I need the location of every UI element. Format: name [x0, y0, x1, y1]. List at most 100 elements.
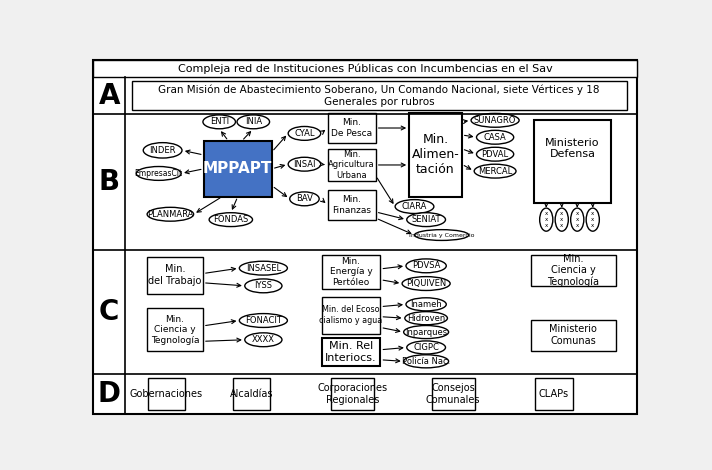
Text: Compleja red de Instituciones Públicas con Incumbencias en el Sav: Compleja red de Instituciones Públicas c…	[177, 63, 553, 74]
Text: INSAI: INSAI	[293, 160, 315, 169]
Text: Min. del Ecoso
cialismo y agua: Min. del Ecoso cialismo y agua	[319, 306, 382, 325]
Bar	[322, 297, 380, 334]
Text: D: D	[98, 380, 120, 408]
Text: INIA: INIA	[245, 118, 262, 126]
Ellipse shape	[474, 164, 516, 178]
Text: Policía Nac.: Policía Nac.	[402, 357, 450, 366]
Text: Inameh: Inameh	[410, 300, 442, 309]
Ellipse shape	[406, 259, 446, 273]
Ellipse shape	[570, 208, 584, 231]
Text: Industria y Comercio: Industria y Comercio	[409, 233, 474, 237]
Bar	[328, 149, 376, 181]
Ellipse shape	[147, 207, 194, 221]
Ellipse shape	[245, 279, 282, 293]
Bar	[530, 255, 616, 286]
Text: Min.
De Pesca: Min. De Pesca	[331, 118, 372, 138]
Ellipse shape	[406, 298, 446, 311]
Text: INDER: INDER	[150, 146, 176, 155]
Text: CLAPs: CLAPs	[539, 389, 569, 399]
Bar	[530, 320, 616, 351]
Ellipse shape	[476, 130, 513, 144]
Bar	[534, 119, 612, 203]
Bar	[322, 338, 380, 366]
Text: Hidroven: Hidroven	[407, 313, 445, 323]
Bar	[331, 378, 374, 410]
Text: Ministerio
Comunas: Ministerio Comunas	[550, 324, 597, 346]
Text: A: A	[98, 82, 120, 110]
Text: B: B	[98, 168, 120, 196]
Text: EmpresasCit: EmpresasCit	[135, 169, 183, 178]
Ellipse shape	[471, 113, 519, 127]
Bar	[147, 257, 203, 294]
Text: x
x
x: x x x	[545, 212, 548, 228]
Ellipse shape	[476, 147, 513, 161]
Bar	[148, 378, 185, 410]
Text: Corporaciones
Regionales: Corporaciones Regionales	[318, 383, 387, 405]
Text: FONDAS: FONDAS	[213, 215, 248, 224]
Text: Min.
Agricultura
Urbana: Min. Agricultura Urbana	[328, 150, 375, 180]
Ellipse shape	[239, 261, 288, 275]
Text: Min.
del Trabajo: Min. del Trabajo	[148, 264, 201, 286]
Text: Min.
Energía y
Pertóleo: Min. Energía y Pertóleo	[330, 257, 372, 287]
Text: SUNAGRO: SUNAGRO	[474, 116, 516, 125]
Text: CASA: CASA	[483, 133, 506, 142]
Text: MERCAL: MERCAL	[478, 167, 512, 176]
Text: x
x
x: x x x	[591, 212, 595, 228]
Text: MPPAPT: MPPAPT	[203, 161, 273, 176]
Ellipse shape	[540, 208, 553, 231]
Text: SENIAT: SENIAT	[412, 215, 441, 224]
Bar	[204, 141, 272, 196]
Ellipse shape	[402, 277, 450, 290]
Text: PLANMARA: PLANMARA	[147, 210, 194, 219]
Bar	[432, 378, 475, 410]
Text: Gran Misión de Abastecimiento Soberano, Un Comando Nacional, siete Vértices y 18: Gran Misión de Abastecimiento Soberano, …	[159, 85, 600, 107]
Ellipse shape	[136, 166, 182, 180]
Text: Min.
Ciencia y
Tegnología: Min. Ciencia y Tegnología	[151, 315, 199, 345]
Ellipse shape	[407, 341, 446, 354]
Text: x
x
x: x x x	[560, 212, 563, 228]
Ellipse shape	[203, 115, 236, 129]
Text: FONACIT: FONACIT	[245, 316, 282, 325]
Text: IYSS: IYSS	[254, 282, 273, 290]
Ellipse shape	[395, 200, 434, 213]
Text: PIQUIVEN: PIQUIVEN	[406, 279, 446, 288]
Text: INSASEL: INSASEL	[246, 264, 281, 273]
Text: CIARA: CIARA	[402, 202, 427, 211]
Ellipse shape	[245, 333, 282, 347]
Text: CIGPC: CIGPC	[413, 343, 439, 352]
Ellipse shape	[407, 213, 446, 227]
Text: Min.
Finanzas: Min. Finanzas	[333, 196, 371, 215]
Ellipse shape	[405, 312, 447, 325]
Bar	[233, 378, 271, 410]
Text: Alcaldías: Alcaldías	[230, 389, 273, 399]
Ellipse shape	[237, 115, 270, 129]
Text: Consejos
Comunales: Consejos Comunales	[426, 383, 481, 405]
Ellipse shape	[288, 126, 320, 141]
Ellipse shape	[586, 208, 600, 231]
Bar	[322, 255, 380, 289]
Text: ENTI: ENTI	[209, 118, 229, 126]
Ellipse shape	[288, 157, 320, 171]
Bar	[328, 113, 376, 142]
Bar	[328, 190, 376, 219]
Text: CYAL: CYAL	[294, 129, 315, 138]
Text: Min. Rel
Interiocs.: Min. Rel Interiocs.	[325, 341, 377, 363]
Text: Ministerio
Defensa: Ministerio Defensa	[545, 138, 600, 159]
Ellipse shape	[209, 213, 253, 227]
Ellipse shape	[404, 326, 449, 338]
Bar	[93, 60, 637, 77]
Ellipse shape	[414, 230, 468, 241]
Bar	[409, 113, 462, 196]
Ellipse shape	[143, 142, 182, 158]
Text: BAV: BAV	[296, 195, 313, 204]
Bar	[147, 308, 203, 351]
Ellipse shape	[290, 192, 319, 206]
Text: x
x
x: x x x	[575, 212, 579, 228]
Bar	[132, 81, 627, 110]
Text: PDVSA: PDVSA	[412, 261, 440, 270]
Text: Inparques: Inparques	[405, 328, 447, 337]
Text: Min.
Alimen-
tación: Min. Alimen- tación	[412, 133, 459, 176]
Ellipse shape	[239, 313, 288, 328]
Ellipse shape	[555, 208, 568, 231]
Text: C: C	[99, 298, 120, 326]
